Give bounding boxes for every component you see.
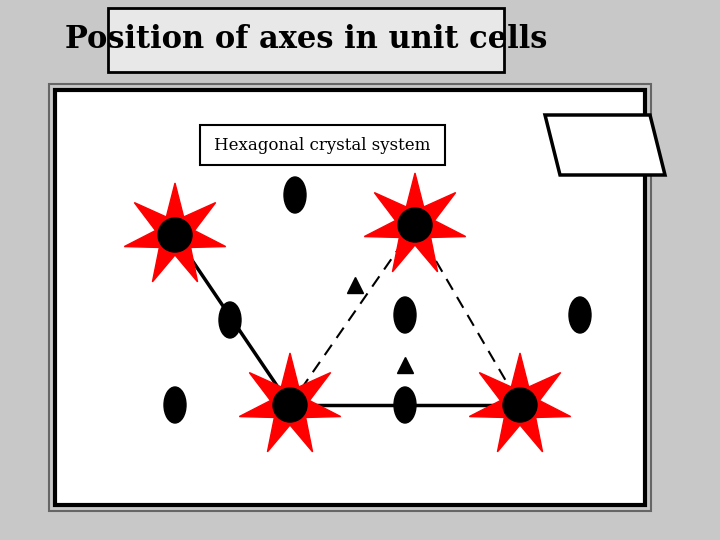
Bar: [200, 125, 445, 165]
Ellipse shape: [164, 387, 186, 423]
Text: Hexagonal crystal system: Hexagonal crystal system: [214, 137, 430, 153]
Ellipse shape: [219, 302, 241, 338]
Circle shape: [273, 388, 307, 422]
Polygon shape: [545, 115, 665, 175]
Circle shape: [158, 218, 192, 252]
Bar: [55, 90, 645, 505]
Text: Position of axes in unit cells: Position of axes in unit cells: [65, 24, 547, 56]
Ellipse shape: [394, 297, 416, 333]
Bar: [108, 8, 504, 72]
Ellipse shape: [394, 387, 416, 423]
Circle shape: [398, 208, 432, 242]
Polygon shape: [364, 173, 466, 272]
Polygon shape: [239, 353, 341, 452]
Circle shape: [503, 388, 537, 422]
Polygon shape: [125, 183, 225, 282]
Ellipse shape: [284, 177, 306, 213]
Bar: [49, 84, 651, 511]
Polygon shape: [469, 353, 571, 452]
Ellipse shape: [569, 297, 591, 333]
